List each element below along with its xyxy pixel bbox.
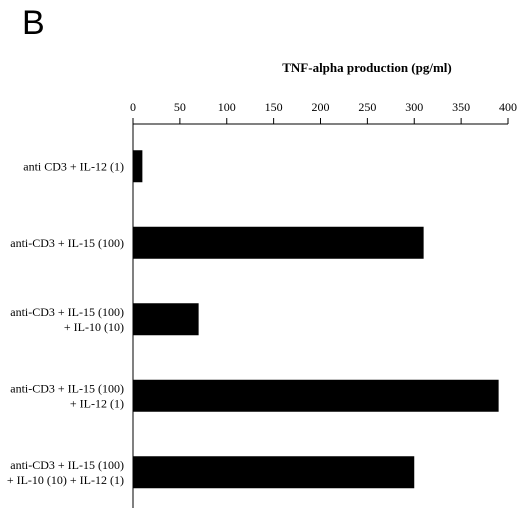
- chart-title: TNF-alpha production (pg/ml): [282, 60, 452, 75]
- x-tick-label: 100: [218, 100, 236, 114]
- x-tick-label: 150: [265, 100, 283, 114]
- x-tick-label: 200: [312, 100, 330, 114]
- bar: [133, 456, 415, 489]
- category-label: anti-CD3 + IL-15 (100): [10, 236, 124, 250]
- category-label: anti-CD3 + IL-15 (100): [10, 381, 124, 395]
- x-tick-label: 350: [452, 100, 470, 114]
- x-tick-label: 400: [499, 100, 517, 114]
- x-tick-label: 300: [405, 100, 423, 114]
- category-labels: anti CD3 + IL-12 (1) anti-CD3 + IL-15 (10…: [7, 159, 124, 487]
- x-tick-label: 250: [358, 100, 376, 114]
- category-label: + IL-10 (10): [64, 320, 124, 334]
- category-label: anti-CD3 + IL-15 (100): [10, 305, 124, 319]
- bar: [133, 226, 424, 259]
- category-label: anti CD3 + IL-12 (1): [23, 159, 124, 173]
- category-label: + IL-10 (10) + IL-12 (1): [7, 473, 124, 487]
- category-label: + IL-12 (1): [70, 396, 124, 410]
- x-ticks: 0 50 100 150 200 250 300 350 400: [130, 100, 517, 124]
- bar: [133, 303, 199, 336]
- category-label: anti-CD3 + IL-15 (100): [10, 458, 124, 472]
- bars: [133, 150, 499, 489]
- panel-letter: B: [22, 4, 45, 42]
- x-tick-label: 50: [174, 100, 186, 114]
- bar: [133, 150, 143, 183]
- x-tick-label: 0: [130, 100, 136, 114]
- bar: [133, 379, 499, 412]
